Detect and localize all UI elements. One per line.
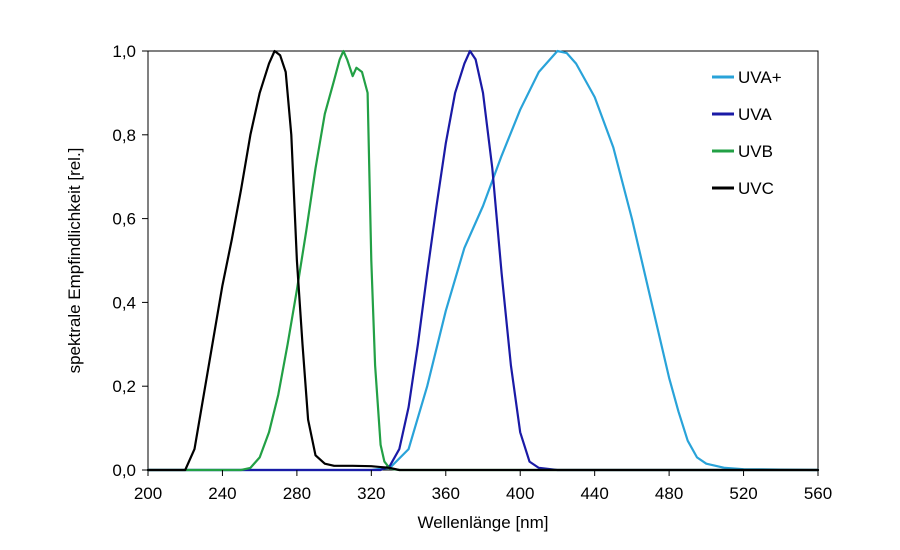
y-tick-label: 0,2 <box>112 377 136 396</box>
x-tick-label: 560 <box>804 484 832 503</box>
x-axis-title: Wellenlänge [nm] <box>417 513 548 532</box>
x-tick-label: 440 <box>580 484 608 503</box>
plot-area <box>147 50 819 471</box>
series-line-uvc <box>146 49 820 472</box>
legend-label: UVA <box>738 105 772 124</box>
series-line-uva <box>146 49 820 472</box>
x-tick-label: 480 <box>655 484 683 503</box>
legend-label: UVB <box>738 142 773 161</box>
x-tick-label: 360 <box>432 484 460 503</box>
x-tick-label: 200 <box>134 484 162 503</box>
x-tick-label: 280 <box>283 484 311 503</box>
legend-label: UVA+ <box>738 68 782 87</box>
y-tick-label: 0,0 <box>112 461 136 480</box>
legend-label: UVC <box>738 179 774 198</box>
x-tick-label: 240 <box>208 484 236 503</box>
series-layer <box>146 49 820 472</box>
x-tick-label: 520 <box>729 484 757 503</box>
y-axis-title: spektrale Empfindlichkeit [rel.] <box>65 148 84 374</box>
series-line-uva <box>146 49 820 472</box>
y-tick-label: 1,0 <box>112 42 136 61</box>
x-tick-label: 400 <box>506 484 534 503</box>
x-tick-label: 320 <box>357 484 385 503</box>
y-tick-label: 0,8 <box>112 126 136 145</box>
y-tick-label: 0,4 <box>112 293 136 312</box>
axes-layer: 200 240 280 320 360 400 440 480 520 560 0,0 0,2 0,4 0… <box>112 42 832 503</box>
y-tick-label: 0,6 <box>112 210 136 229</box>
series-line-uvb <box>146 49 820 472</box>
legend: UVA+ UVA UVB UVC <box>712 68 782 198</box>
